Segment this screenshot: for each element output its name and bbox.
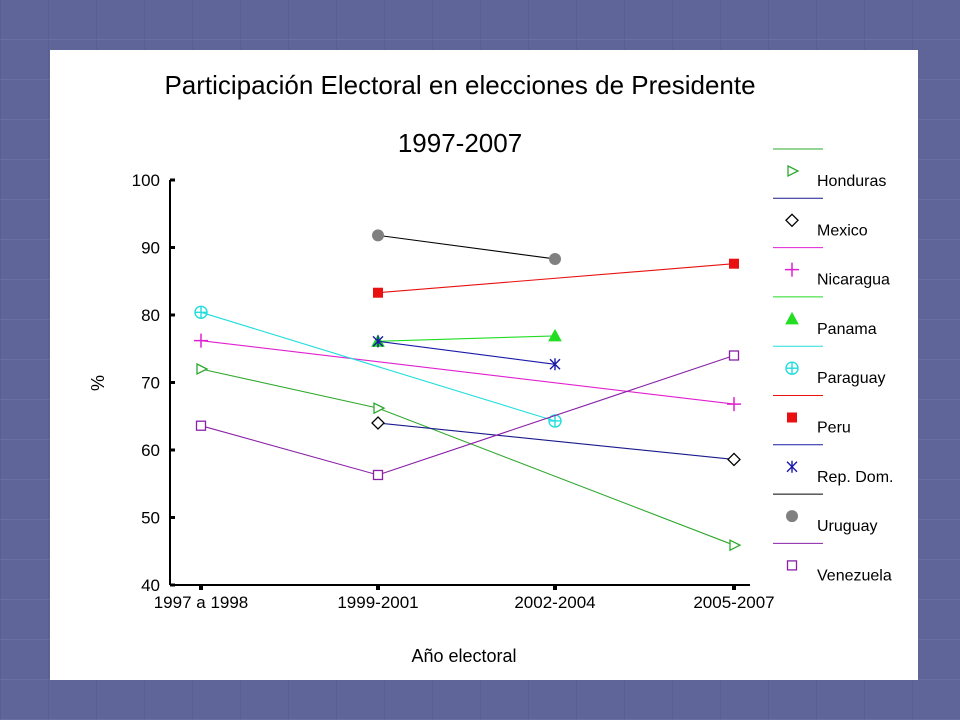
series-line-rep-dom [377,340,556,365]
legend-label-honduras: Honduras [817,173,886,190]
legend-marker-uruguay [786,510,798,523]
data-point-honduras [729,539,742,552]
y-tick-label: 70 [141,374,160,393]
data-point-mexico [371,416,385,430]
legend-marker-venezuela [786,560,798,571]
data-point-honduras [373,402,386,415]
data-point-rep-dom [549,358,561,371]
legend-marker-mexico [785,213,799,228]
x-tick-label: 1997 a 1998 [154,593,249,612]
data-point-honduras [196,362,209,376]
series-line-mexico [377,422,735,460]
data-point-venezuela [372,469,384,481]
legend-marker-honduras [787,164,800,178]
series-line-uruguay [377,234,556,260]
legend-label-paraguay: Paraguay [817,370,886,387]
data-point-nicaragua [727,397,741,412]
data-point-uruguay [372,229,384,242]
legend-label-panama: Panama [817,321,877,338]
data-point-mexico [727,452,741,467]
data-point-peru [729,258,739,269]
data-point-rep-dom [372,335,384,348]
legend-label-rep-dom: Rep. Dom. [817,469,893,486]
data-point-paraguay [548,414,562,428]
x-axis-label: Año electoral [411,646,516,666]
y-tick-label: 60 [141,441,160,460]
legend-label-venezuela: Venezuela [817,567,892,584]
x-tick-label: 2005-2007 [693,593,774,612]
series-line-peru [377,263,735,294]
x-tick-label: 1999-2001 [337,593,418,612]
x-tick-label: 2002-2004 [514,593,595,612]
data-point-venezuela [728,350,740,361]
legend-marker-panama [785,311,799,325]
y-axis-label: % [88,375,108,391]
data-point-uruguay [549,252,561,265]
data-point-nicaragua [194,333,208,348]
data-point-paraguay [194,305,208,319]
legend-label-uruguay: Uruguay [817,518,877,535]
legend-marker-rep-dom [786,460,798,473]
series-line-panama [377,335,556,342]
series-line-nicaragua [200,340,735,405]
series-line-honduras [200,368,735,546]
legend-label-nicaragua: Nicaragua [817,272,890,289]
line-chart: 40 50 60 70 80 90 100 1997 a 1998 1999-2001 2002-… [88,148,893,666]
legend-label-peru: Peru [817,420,851,437]
y-tick-label: 100 [132,171,160,190]
series-line-venezuela [200,354,735,476]
slide-panel: Participación Electoral en elecciones de… [50,50,918,680]
chart-title: Participación Electoral en elecciones de… [164,70,756,100]
data-point-peru [373,287,383,298]
legend-marker-peru [787,412,797,423]
data-point-venezuela [195,420,207,431]
y-tick-label: 90 [141,239,160,258]
y-tick-label: 50 [141,509,160,528]
data-point-panama [548,328,562,342]
y-tick-label: 80 [141,306,160,325]
legend-marker-paraguay [785,361,799,375]
y-tick-label: 40 [141,576,160,595]
legend-label-mexico: Mexico [817,222,868,239]
chart-subtitle: 1997-2007 [397,128,523,158]
legend-marker-nicaragua [785,262,799,277]
series-line-paraguay [200,311,556,422]
